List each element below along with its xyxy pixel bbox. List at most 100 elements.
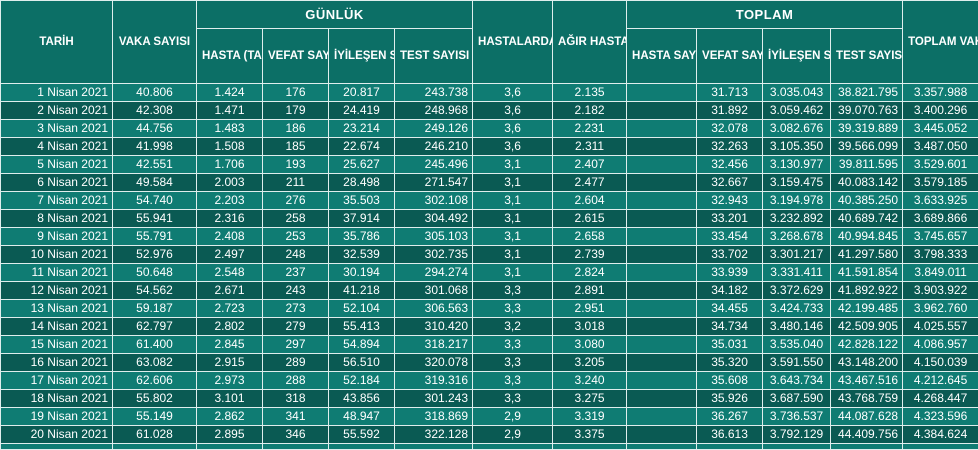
cell-toplam-vefat: 35.608 [697, 372, 763, 390]
cell-hasta-tani: 2.915 [197, 354, 263, 372]
cell-tarih: 7 Nisan 2021 [1, 192, 113, 210]
cell-vaka: 63.082 [113, 354, 197, 372]
cell-toplam-test: 42.509.905 [831, 318, 903, 336]
cell-toplam-hasta [627, 408, 697, 426]
cell-gunluk-vefat: 253 [263, 228, 329, 246]
cell-toplam-vaka: 4.323.596 [903, 408, 978, 426]
cell-tarih: 12 Nisan 2021 [1, 282, 113, 300]
cell-agir: 2.477 [553, 174, 627, 192]
cell-gunluk-vefat: 243 [263, 282, 329, 300]
cell-toplam-iyilesen: 3.232.892 [763, 210, 831, 228]
cell-vaka: 55.149 [113, 408, 197, 426]
cell-toplam-vaka: 3.689.866 [903, 210, 978, 228]
cell-toplam-vefat: 34.455 [697, 300, 763, 318]
cell-tarih: 4 Nisan 2021 [1, 138, 113, 156]
cell-toplam-hasta [627, 228, 697, 246]
cell-hasta-tani: 2.895 [197, 426, 263, 444]
cell-vaka: 52.976 [113, 246, 197, 264]
cell-toplam-vefat: 32.263 [697, 138, 763, 156]
cell-tarih: 1 Nisan 2021 [1, 84, 113, 102]
cell-gunluk-test: 322.128 [395, 426, 473, 444]
cell-agir: 3.375 [553, 426, 627, 444]
cell-hasta-tani: 2.671 [197, 282, 263, 300]
cell-zaturre: 3,3 [473, 390, 553, 408]
cell-tarih: 15 Nisan 2021 [1, 336, 113, 354]
cell-vaka: 42.308 [113, 102, 197, 120]
cell-toplam-test: 44.409.756 [831, 426, 903, 444]
cell-gunluk-test: 319.316 [395, 372, 473, 390]
cell-vaka: 62.606 [113, 372, 197, 390]
cell-hasta-tani: 1.508 [197, 138, 263, 156]
cell-toplam-hasta [627, 318, 697, 336]
cell-hasta-tani: 1.424 [197, 84, 263, 102]
cell-toplam-test: 41.297.580 [831, 246, 903, 264]
cell-zaturre: 3,3 [473, 300, 553, 318]
cell-zaturre: 3,6 [473, 102, 553, 120]
cell-vaka: 55.941 [113, 210, 197, 228]
cell-hasta-tani: 1.483 [197, 120, 263, 138]
cell-toplam-vefat: 32.456 [697, 156, 763, 174]
cell-vaka: 50.648 [113, 264, 197, 282]
cell-hasta-tani: 2.802 [197, 318, 263, 336]
cell-toplam-test: 38.821.795 [831, 84, 903, 102]
cell-gunluk-vefat: 179 [263, 102, 329, 120]
cell-agir: 2.615 [553, 210, 627, 228]
cell-toplam-iyilesen: 3.792.129 [763, 426, 831, 444]
cell-toplam-hasta [627, 264, 697, 282]
cell-toplam-vaka: 3.745.657 [903, 228, 978, 246]
cell-tarih: 14 Nisan 2021 [1, 318, 113, 336]
cell-toplam-iyilesen: 3.268.678 [763, 228, 831, 246]
cell-toplam-vaka: 4.268.447 [903, 390, 978, 408]
cell-toplam-hasta [627, 390, 697, 408]
cell-toplam-vaka: 4.150.039 [903, 354, 978, 372]
cell-agir: 2.604 [553, 192, 627, 210]
cell-toplam-hasta [627, 192, 697, 210]
cell-agir: 2.739 [553, 246, 627, 264]
cell-gunluk-test: 320.078 [395, 354, 473, 372]
header-toplam-hasta: HASTA SAYISI [627, 29, 697, 84]
cell-toplam-test: 41.892.922 [831, 282, 903, 300]
cell-toplam-iyilesen: 3.372.629 [763, 282, 831, 300]
cell-tarih: 13 Nisan 2021 [1, 300, 113, 318]
cell-gunluk-iyilesen: 56.510 [329, 354, 395, 372]
cell-tarih: 19 Nisan 2021 [1, 408, 113, 426]
header-toplam-test: TEST SAYISI [831, 29, 903, 84]
cell-gunluk-vefat: 186 [263, 120, 329, 138]
cell-toplam-vaka: 3.445.052 [903, 120, 978, 138]
cell-toplam-vaka: 3.579.185 [903, 174, 978, 192]
cell-zaturre: 3,6 [473, 84, 553, 102]
cell-tarih: 17 Nisan 2021 [1, 372, 113, 390]
cell-gunluk-test: 245.496 [395, 156, 473, 174]
cell-zaturre: 3,2 [473, 318, 553, 336]
cell-gunluk-vefat: 318 [263, 390, 329, 408]
cell-agir: 2.135 [553, 84, 627, 102]
cell-hasta-tani: 2.408 [197, 228, 263, 246]
cell-agir: 3.319 [553, 408, 627, 426]
cell-zaturre: 3,1 [473, 264, 553, 282]
cell-gunluk-test: 318.869 [395, 408, 473, 426]
header-vaka-sayisi: VAKA SAYISI [113, 1, 197, 84]
cell-hasta-tani: 1.471 [197, 102, 263, 120]
cell-agir: 2.891 [553, 282, 627, 300]
cell-toplam-test: 40.689.742 [831, 210, 903, 228]
cell-hasta-tani: 2.203 [197, 192, 263, 210]
cell-hasta-tani: 1.706 [197, 156, 263, 174]
cell-toplam-test: 40.385.250 [831, 192, 903, 210]
cell-gunluk-iyilesen: 35.503 [329, 192, 395, 210]
cell-toplam-vaka: 4.212.645 [903, 372, 978, 390]
cell-toplam-iyilesen: 3.535.040 [763, 336, 831, 354]
cell-toplam-vefat: 35.320 [697, 354, 763, 372]
cell-tarih: 6 Nisan 2021 [1, 174, 113, 192]
cell-vaka: 62.797 [113, 318, 197, 336]
cell-toplam-iyilesen: 3.082.676 [763, 120, 831, 138]
